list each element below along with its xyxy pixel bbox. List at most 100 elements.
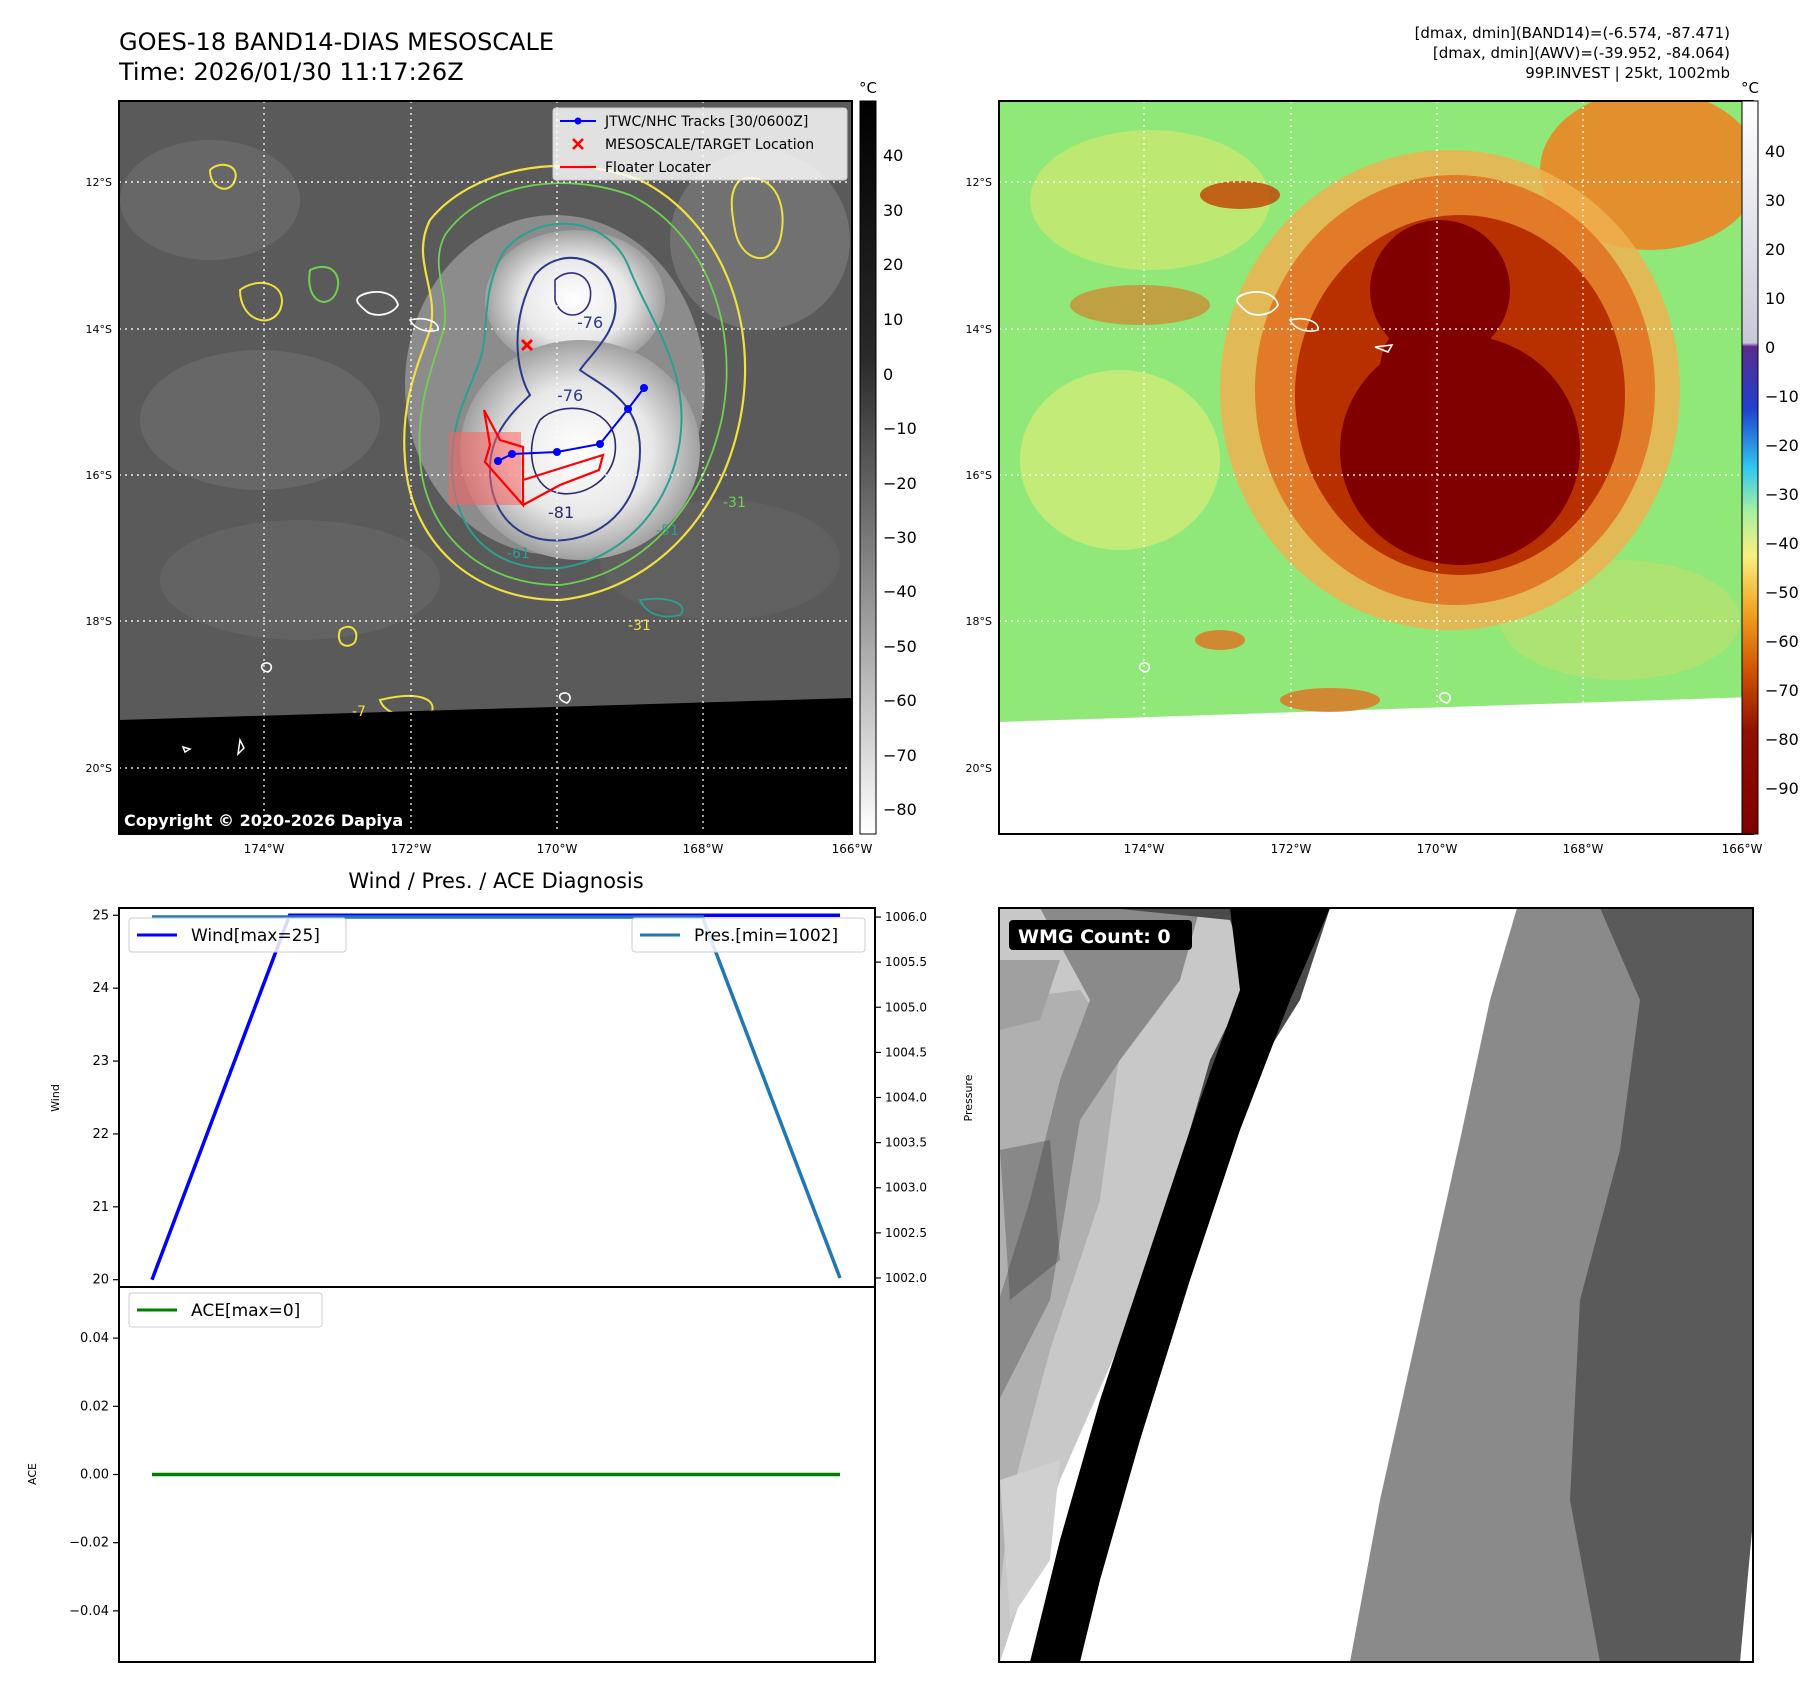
tick-label: 0.02 — [80, 1399, 109, 1414]
colorbar-tick: −10 — [1765, 387, 1799, 406]
lat-label: 18°S — [86, 615, 112, 628]
pressure-series — [152, 915, 842, 1279]
colorbar-tick: −20 — [883, 474, 917, 493]
band14-map-frame — [118, 100, 853, 835]
floater-box — [449, 432, 521, 505]
ace-axis-label: ACE — [26, 1463, 39, 1485]
tick-label: 20 — [92, 1273, 109, 1288]
colorbar-tick: −50 — [883, 637, 917, 656]
tick-label: 1002.5 — [885, 1226, 927, 1240]
colorbar-tick: −30 — [883, 528, 917, 547]
ace-legend: ACE[max=0] — [128, 1292, 323, 1328]
colorbar-tick: 0 — [883, 365, 893, 384]
wmg-panel — [999, 908, 1753, 1662]
figure-time: Time: 2026/01/30 11:17:26Z — [118, 58, 464, 86]
band14-colorbar: °C 40 30 20 10 0 −10 −20 −30 −40 −50 −60… — [859, 79, 917, 835]
copyright: Copyright © 2020-2026 Dapiya — [124, 811, 403, 830]
legend-wind: Wind[max=25] — [191, 926, 320, 946]
lon-label: 172°W — [1271, 842, 1312, 856]
awv-lat-labels: 12°S 14°S 16°S 18°S 20°S — [966, 176, 992, 775]
awv-colorbar: °C 40 30 20 10 0 −10 −20 −30 −40 −50 −60… — [1741, 79, 1799, 835]
lon-label: 166°W — [832, 842, 873, 856]
lat-label: 16°S — [966, 469, 992, 482]
pressure-ticks: 1006.0 1005.5 1005.0 1004.5 1004.0 1003.5 1003… — [875, 910, 927, 1285]
diagnosis-title: Wind / Pres. / ACE Diagnosis — [348, 869, 643, 893]
pressure-line — [152, 915, 842, 1279]
legend-floater: Floater Locater — [605, 160, 711, 176]
band14-lat-labels: 12°S 14°S 16°S 18°S 20°S — [86, 176, 112, 775]
lat-label: 20°S — [86, 762, 112, 775]
colorbar-tick: −40 — [1765, 534, 1799, 553]
wmg-count: WMG Count: 0 — [1018, 926, 1171, 948]
track-point — [624, 405, 632, 413]
colorbar-tick: 20 — [883, 255, 903, 274]
tick-label: 21 — [92, 1200, 109, 1215]
lat-label: 20°S — [966, 762, 992, 775]
colorbar-ticks: 40 30 20 10 0 −10 −20 −30 −40 −50 −60 −7… — [883, 146, 917, 819]
pressure-axis-label: Pressure — [962, 1074, 975, 1121]
wmg-count-badge — [1009, 920, 1192, 950]
target-marker — [520, 338, 534, 352]
stats-awv: [dmax, dmin](AWV)=(-39.952, -84.064) — [1433, 44, 1730, 62]
colorbar-tick: −60 — [1765, 632, 1799, 651]
lat-label: 14°S — [966, 323, 992, 336]
colorbar-tick: 10 — [883, 310, 903, 329]
lat-label: 16°S — [86, 469, 112, 482]
colorbar-tick: −30 — [1765, 485, 1799, 504]
colorbar-tick: 40 — [883, 146, 903, 165]
tick-label: 1006.0 — [885, 910, 927, 924]
contour-label: -7 — [352, 704, 366, 720]
wind-ticks: 25 24 23 22 21 20 — [92, 908, 119, 1288]
colorbar-tick: −20 — [1765, 436, 1799, 455]
contour-label: -31 — [723, 495, 746, 511]
tick-label: −0.02 — [69, 1536, 109, 1551]
contour-label: -76 — [577, 313, 603, 332]
ace-ticks: 0.04 0.02 0.00 −0.02 −0.04 — [69, 1331, 119, 1619]
figure-title: GOES-18 BAND14-DIAS MESOSCALE — [119, 28, 554, 56]
colorbar-tick: 20 — [1765, 240, 1785, 259]
stats-storm: 99P.INVEST | 25kt, 1002mb — [1525, 64, 1730, 82]
track-point — [640, 384, 648, 392]
lat-label: 14°S — [86, 323, 112, 336]
lon-label: 172°W — [391, 842, 432, 856]
stats-band14: [dmax, dmin](BAND14)=(-6.574, -87.471) — [1415, 24, 1730, 42]
lon-label: 166°W — [1722, 842, 1763, 856]
colorbar-tick: −40 — [883, 582, 917, 601]
colorbar-ticks: 40 30 20 10 0 −10 −20 −30 −40 −50 −60 −7… — [1765, 142, 1799, 798]
colorbar-tick: 0 — [1765, 338, 1775, 357]
wmg-frame — [998, 907, 1754, 1663]
lon-label: 168°W — [1563, 842, 1604, 856]
awv-gridlines — [999, 101, 1753, 834]
lat-label: 12°S — [966, 176, 992, 189]
contour-label: -61 — [507, 546, 530, 562]
colorbar-tick: −80 — [1765, 730, 1799, 749]
band14-lon-labels: 174°W 172°W 170°W 168°W 166°W — [244, 842, 873, 856]
colorbar-unit: °C — [859, 79, 877, 97]
tick-label: 1002.0 — [885, 1271, 927, 1285]
awv-map — [999, 101, 1753, 834]
tick-label: 0.00 — [80, 1468, 109, 1483]
tick-label: 1004.0 — [885, 1091, 927, 1105]
floater-path — [522, 453, 605, 506]
colorbar-unit: °C — [1741, 79, 1759, 97]
colorbar-tick: −50 — [1765, 583, 1799, 602]
lat-label: 18°S — [966, 615, 992, 628]
wind-pressure-axes — [118, 907, 876, 1288]
colorbar-tick: −70 — [883, 746, 917, 765]
colorbar-tick: 30 — [883, 201, 903, 220]
colorbar-tick: 10 — [1765, 289, 1785, 308]
lat-label: 12°S — [86, 176, 112, 189]
colorbar-tick: −10 — [883, 419, 917, 438]
tick-label: 0.04 — [80, 1331, 109, 1346]
tick-label: 25 — [92, 908, 109, 923]
track-point — [508, 450, 516, 458]
tick-label: 1003.5 — [885, 1136, 927, 1150]
tick-label: 1003.0 — [885, 1181, 927, 1195]
colorbar-tick: 40 — [1765, 142, 1785, 161]
wind-axis-label: Wind — [49, 1084, 62, 1112]
lon-label: 170°W — [537, 842, 578, 856]
tick-label: 23 — [92, 1054, 109, 1069]
wind-legend: Wind[max=25] — [128, 917, 347, 953]
legend-track: JTWC/NHC Tracks [30/0600Z] — [604, 114, 808, 130]
